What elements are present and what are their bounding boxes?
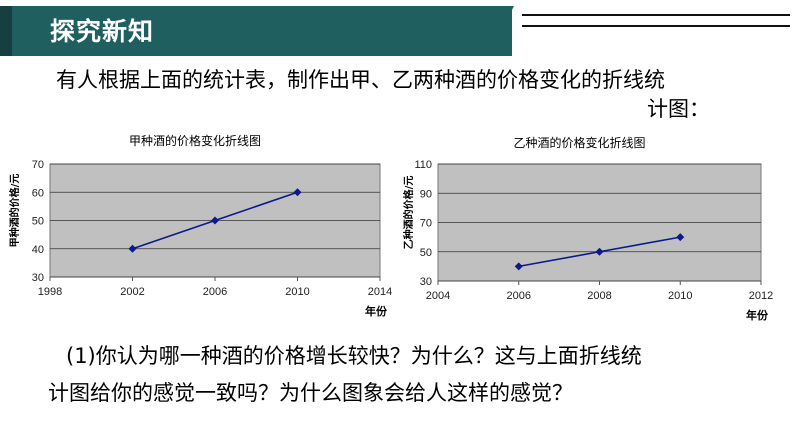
question-text: (1)你认为哪一种酒的价格增长较快？为什么？这与上面折线统 计图给你的感觉一致吗… [48, 338, 766, 412]
chart-0-x-tick-label: 2002 [120, 286, 144, 298]
chart-0-x-tick-label: 2006 [203, 286, 227, 298]
intro-line-1: 有人根据上面的统计表，制作出甲、乙两种酒的价格变化的折线统 [56, 68, 665, 92]
chart-1-x-tick-label: 2006 [507, 290, 531, 302]
chart-0-y-axis-label: 甲种酒的价格/元 [8, 174, 21, 248]
header-accent [0, 6, 12, 56]
chart-1-y-axis-label: 乙种酒的价格/元 [402, 176, 415, 250]
chart-1-y-tick-label: 90 [420, 188, 432, 200]
chart-0-title: 甲种酒的价格变化折线图 [129, 133, 261, 148]
chart-1-data-point [514, 262, 523, 271]
chart-0-y-tick-label: 30 [32, 272, 44, 284]
slide-header: 探究新知 [0, 0, 794, 62]
chart-1-y-tick-label: 70 [420, 218, 432, 230]
chart-0-data-point [211, 216, 219, 225]
chart-1-x-tick-label: 2004 [426, 290, 450, 302]
chart-0-x-axis-label: 年份 [365, 304, 388, 318]
chart-yi: 乙种酒的价格变化折线图 30 50 70 90 110 2004 2006 2008 2010 20… [400, 130, 794, 330]
question-line-2: 计图给你的感觉一致吗？为什么图象会给人这样的感觉？ [48, 381, 573, 405]
decor-line-bottom [522, 25, 790, 27]
chart-0-y-tick-label: 40 [32, 244, 44, 256]
chart-1-y-tick-label: 30 [420, 276, 432, 288]
chart-1-data-point [595, 247, 604, 256]
chart-0-x-tick-label: 2014 [368, 286, 392, 298]
chart-0-y-tick-label: 60 [32, 187, 44, 199]
chart-0-y-tick-label: 70 [32, 159, 44, 171]
chart-jia: 甲种酒的价格变化折线图 30 40 50 60 70 1998 2002 2006 2010 201… [8, 130, 398, 330]
page-title: 探究新知 [50, 17, 155, 46]
header-bar [0, 6, 512, 56]
chart-0-data-point [128, 244, 137, 253]
chart-jia-svg: 甲种酒的价格变化折线图 30 40 50 60 70 1998 2002 2006 2010 201… [8, 133, 392, 318]
chart-0-x-tick-label: 1998 [38, 286, 62, 298]
intro-text: 有人根据上面的统计表，制作出甲、乙两种酒的价格变化的折线统计图： [56, 66, 736, 124]
decor-line-top [522, 14, 790, 16]
chart-1-title: 乙种酒的价格变化折线图 [513, 135, 645, 150]
chart-1-x-tick-label: 2012 [749, 290, 773, 302]
chart-1-x-tick-label: 2010 [668, 290, 692, 302]
chart-0-y-tick-label: 50 [32, 216, 44, 228]
question-line-1: (1)你认为哪一种酒的价格增长较快？为什么？这与上面折线统 [66, 344, 642, 368]
chart-yi-svg: 乙种酒的价格变化折线图 30 50 70 90 110 2004 2006 2008 2010 20… [402, 135, 773, 322]
chart-0-data-point [293, 188, 302, 197]
chart-0-x-tick-label: 2010 [285, 286, 309, 298]
chart-1-x-tick-label: 2008 [587, 290, 611, 302]
chart-1-data-point [676, 233, 685, 242]
chart-1-y-tick-label: 110 [414, 159, 432, 171]
intro-line-2: 计图： [647, 97, 710, 121]
header-slant [488, 6, 514, 56]
chart-1-x-axis-label: 年份 [746, 308, 769, 322]
chart-1-y-tick-label: 50 [420, 247, 432, 259]
